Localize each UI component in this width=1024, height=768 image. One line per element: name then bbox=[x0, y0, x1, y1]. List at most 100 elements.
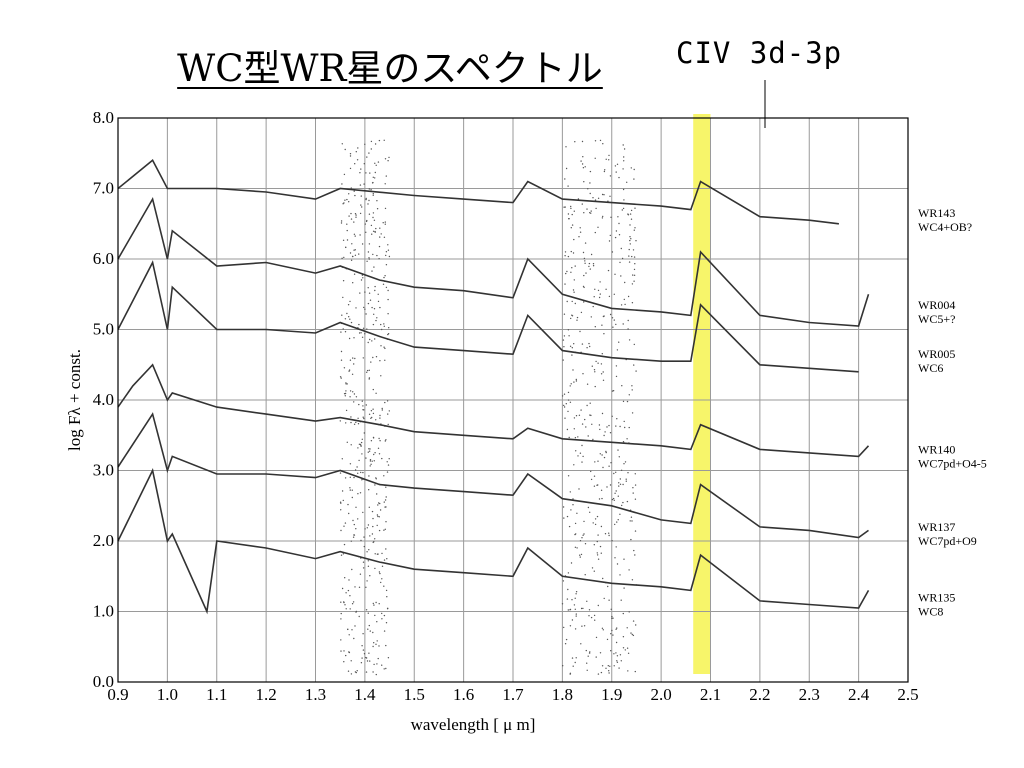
noise-point bbox=[349, 153, 352, 155]
noise-point bbox=[340, 612, 342, 615]
noise-point bbox=[603, 333, 605, 335]
noise-point bbox=[373, 266, 375, 268]
noise-point bbox=[567, 399, 570, 401]
noise-point bbox=[611, 317, 614, 319]
noise-point bbox=[341, 587, 344, 590]
noise-point bbox=[375, 643, 377, 645]
noise-point bbox=[366, 371, 368, 373]
noise-point bbox=[571, 315, 574, 317]
noise-point bbox=[368, 213, 371, 215]
noise-point bbox=[373, 453, 375, 456]
noise-point bbox=[570, 205, 572, 208]
noise-point bbox=[361, 400, 363, 402]
noise-point bbox=[374, 452, 376, 454]
noise-point bbox=[563, 404, 565, 407]
noise-point bbox=[354, 357, 356, 360]
noise-point bbox=[368, 549, 370, 551]
noise-point bbox=[608, 599, 610, 601]
noise-point bbox=[356, 466, 358, 468]
noise-point bbox=[592, 438, 594, 441]
noise-point bbox=[370, 417, 372, 419]
noise-point bbox=[367, 565, 370, 567]
noise-point bbox=[593, 296, 595, 298]
noise-point bbox=[633, 256, 636, 258]
noise-point bbox=[383, 325, 385, 327]
noise-point bbox=[630, 238, 632, 240]
noise-point bbox=[633, 280, 635, 282]
noise-point bbox=[593, 614, 596, 617]
noise-point bbox=[632, 249, 635, 251]
noise-point bbox=[601, 193, 604, 196]
noise-point bbox=[368, 243, 371, 245]
noise-point bbox=[616, 163, 619, 165]
noise-point bbox=[377, 657, 379, 660]
noise-point bbox=[371, 510, 374, 513]
noise-point bbox=[563, 393, 566, 395]
noise-point bbox=[364, 143, 366, 145]
noise-point bbox=[577, 455, 579, 457]
noise-point bbox=[357, 493, 359, 495]
noise-point bbox=[361, 206, 363, 208]
noise-point bbox=[342, 296, 344, 299]
noise-point bbox=[381, 664, 383, 666]
noise-point bbox=[350, 444, 352, 446]
noise-point bbox=[372, 216, 374, 219]
noise-point bbox=[376, 208, 379, 210]
noise-point bbox=[622, 323, 624, 325]
noise-point bbox=[620, 599, 622, 601]
noise-point bbox=[372, 408, 374, 410]
noise-point bbox=[355, 307, 357, 309]
noise-point bbox=[574, 546, 577, 548]
noise-point bbox=[611, 540, 613, 542]
noise-point bbox=[626, 500, 629, 503]
noise-point bbox=[611, 390, 614, 392]
noise-point bbox=[367, 251, 370, 253]
noise-point bbox=[619, 483, 622, 485]
noise-point bbox=[366, 219, 368, 222]
noise-point bbox=[578, 488, 580, 490]
noise-point bbox=[361, 657, 363, 659]
x-tick-label: 1.3 bbox=[305, 685, 326, 704]
noise-point bbox=[378, 258, 380, 260]
noise-point bbox=[574, 661, 576, 664]
noise-point bbox=[565, 638, 568, 641]
noise-point bbox=[575, 593, 577, 595]
y-tick-label: 3.0 bbox=[93, 461, 114, 480]
noise-point bbox=[575, 450, 577, 452]
noise-point bbox=[373, 308, 376, 310]
noise-point bbox=[359, 184, 362, 186]
noise-point bbox=[343, 650, 345, 652]
noise-point bbox=[372, 253, 374, 256]
noise-point bbox=[385, 521, 387, 523]
noise-point bbox=[593, 475, 596, 477]
noise-point bbox=[367, 287, 369, 289]
noise-point bbox=[353, 233, 356, 235]
noise-point bbox=[383, 236, 386, 238]
noise-point bbox=[616, 627, 618, 629]
noise-point bbox=[628, 255, 630, 257]
noise-point bbox=[340, 377, 342, 379]
noise-point bbox=[340, 502, 342, 504]
noise-point bbox=[595, 207, 597, 210]
noise-point bbox=[630, 167, 632, 169]
noise-point bbox=[374, 162, 376, 164]
noise-point bbox=[352, 519, 354, 522]
y-tick-label: 7.0 bbox=[93, 179, 114, 198]
noise-point bbox=[619, 425, 621, 428]
noise-point bbox=[616, 521, 618, 523]
noise-point bbox=[620, 304, 623, 306]
noise-point bbox=[358, 403, 360, 406]
spectrum-line-wr004 bbox=[117, 196, 870, 327]
noise-point bbox=[362, 567, 365, 569]
noise-point bbox=[599, 281, 601, 283]
noise-point bbox=[341, 314, 343, 316]
noise-point bbox=[344, 577, 346, 579]
noise-point bbox=[623, 558, 625, 560]
noise-point bbox=[617, 216, 619, 218]
noise-point bbox=[367, 341, 369, 344]
noise-point bbox=[605, 451, 607, 454]
noise-point bbox=[385, 264, 388, 266]
noise-point bbox=[581, 461, 583, 463]
noise-point bbox=[631, 520, 633, 522]
noise-point bbox=[567, 588, 569, 591]
